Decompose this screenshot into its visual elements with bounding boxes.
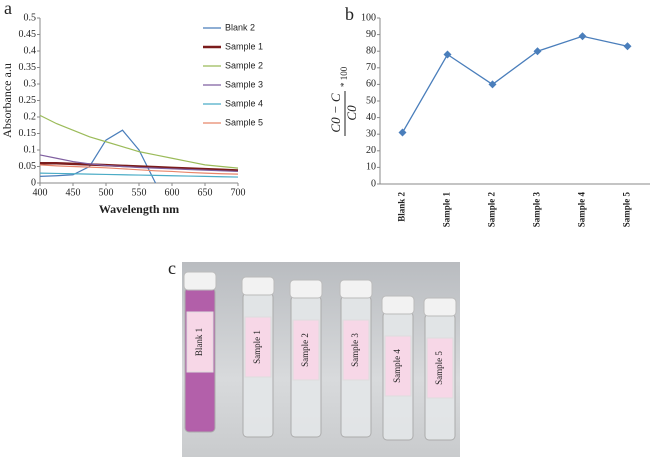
series-line (39, 164, 239, 175)
x-tick-label: 400 (33, 187, 48, 198)
x-tick-label: 600 (165, 187, 180, 198)
y-tick-label: 0.35 (19, 62, 37, 73)
tube-text: Sample 1 (252, 330, 262, 364)
legend-label: Sample 3 (225, 79, 263, 89)
x-tick-label: 650 (198, 187, 213, 198)
x-tick-label: Blank 2 (397, 192, 407, 222)
y-tick-label: 50 (366, 95, 376, 106)
x-tick-label: 500 (99, 187, 114, 198)
y-tick-label: 100 (361, 12, 376, 23)
marker (443, 50, 452, 59)
y-tick-label: 80 (366, 45, 376, 56)
y-tick-label: 0.4 (24, 45, 37, 56)
x-tick-label: Sample 5 (622, 192, 632, 228)
series-line (39, 172, 239, 178)
marker (623, 42, 632, 51)
y-tick-label: 70 (366, 62, 376, 73)
y-axis-label: C0 − C C0 * 100 (328, 66, 359, 136)
series-line (39, 114, 239, 169)
y-tick-label: 20 (366, 145, 376, 156)
x-tick-label: Sample 3 (532, 192, 542, 228)
tube-cap (289, 279, 323, 299)
tube-label (342, 319, 370, 381)
tube-label (292, 319, 320, 381)
tube-label (426, 337, 454, 399)
y-tick-label: 0.3 (24, 78, 37, 89)
y-tick-label: 0.25 (19, 95, 37, 106)
legend-label: Blank 2 (225, 22, 255, 32)
legend-label: Sample 1 (225, 41, 263, 51)
y-tick-label: 0.15 (19, 128, 37, 139)
y-tick-label: 0.05 (19, 161, 37, 172)
tube-cap (381, 295, 415, 315)
tube-label (186, 311, 214, 373)
y-tick-label: 40 (366, 112, 376, 123)
tube-cap (423, 297, 457, 317)
x-tick-label: Sample 2 (487, 192, 497, 228)
x-tick-label: 450 (66, 187, 81, 198)
marker (578, 32, 587, 41)
tube-cap (183, 271, 217, 291)
panel-label: c (168, 258, 176, 278)
tube-text: Blank 1 (194, 328, 204, 356)
marker (533, 47, 542, 56)
tube-label (384, 335, 412, 397)
y-label-denominator: C0 (344, 105, 359, 121)
y-tick-label: 0 (31, 177, 36, 188)
y-axis-label: Absorbance a.u (0, 63, 14, 138)
tube-text: Sample 2 (300, 333, 310, 367)
y-tick-label: 0.5 (24, 12, 37, 23)
x-axis-label: Wavelength nm (99, 202, 179, 216)
tube-label (244, 316, 272, 378)
tube-text: Sample 5 (434, 351, 444, 385)
panel-label: a (4, 0, 12, 18)
tube-cap (339, 279, 373, 299)
tube-cap (241, 276, 275, 296)
y-tick-label: 0.45 (19, 29, 37, 40)
y-label-factor: * 100 (339, 66, 349, 87)
marker (398, 128, 407, 137)
panel-label: b (345, 4, 354, 24)
series-line (39, 154, 239, 173)
tube-text: Sample 4 (392, 349, 402, 383)
x-tick-label: 550 (132, 187, 147, 198)
y-tick-label: 0.1 (24, 144, 37, 155)
y-tick-label: 90 (366, 29, 376, 40)
y-label-numerator: C0 − C (328, 93, 343, 132)
legend-label: Sample 5 (225, 117, 263, 127)
y-tick-label: 0 (371, 178, 376, 189)
legend-label: Sample 2 (225, 60, 263, 70)
y-tick-label: 10 (366, 162, 376, 173)
series-line (401, 35, 628, 133)
series-line (39, 129, 157, 184)
y-tick-label: 0.2 (24, 111, 37, 122)
x-tick-label: 700 (231, 187, 246, 198)
marker (488, 80, 497, 89)
y-tick-label: 60 (366, 79, 376, 90)
legend-label: Sample 4 (225, 98, 263, 108)
tube-text: Sample 3 (350, 333, 360, 367)
series-line (40, 161, 239, 172)
y-tick-label: 30 (366, 128, 376, 139)
x-tick-label: Sample 4 (577, 192, 587, 228)
x-tick-label: Sample 1 (442, 192, 452, 228)
